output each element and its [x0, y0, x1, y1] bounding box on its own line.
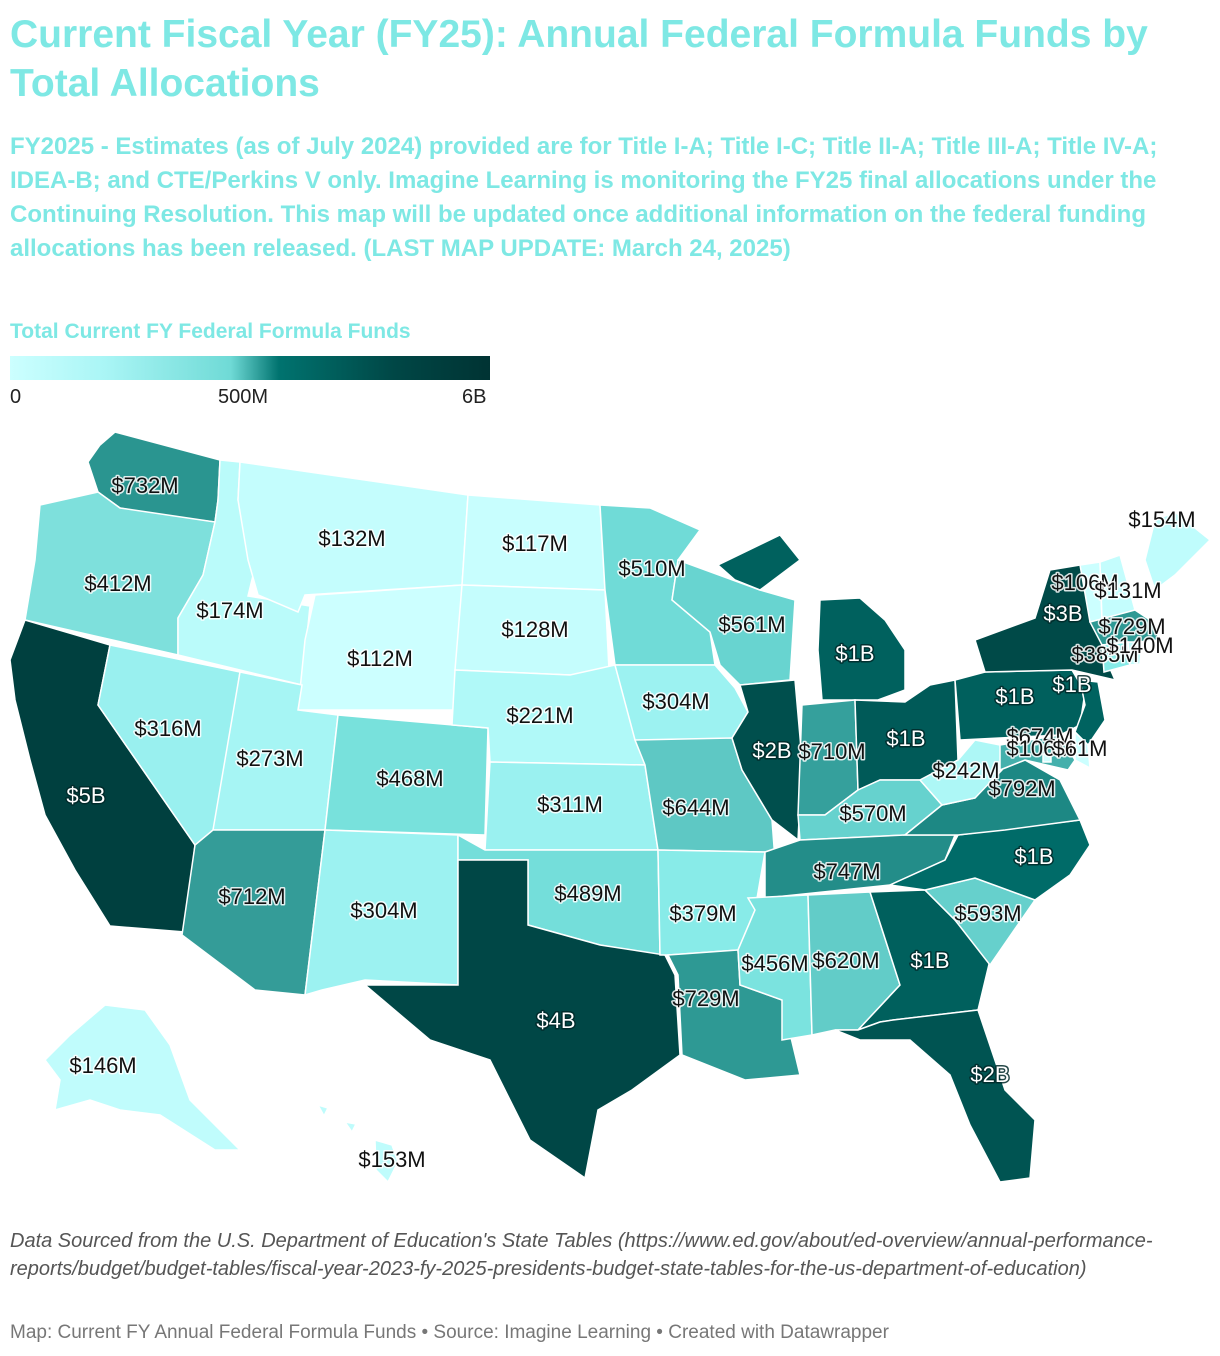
state-label-nj: $1B — [1052, 672, 1091, 697]
state-ak[interactable] — [44, 1004, 242, 1151]
state-label-or: $412M — [84, 571, 151, 596]
state-label-in: $710M — [798, 739, 865, 764]
state-label-tn: $747M — [813, 859, 880, 884]
state-label-ms: $456M — [741, 951, 808, 976]
state-az[interactable] — [181, 829, 326, 996]
state-label-vt: $106M — [1051, 570, 1118, 595]
state-label-ga: $1B — [910, 948, 949, 973]
state-label-ok: $489M — [554, 881, 621, 906]
state-label-mn: $510M — [618, 556, 685, 581]
map-title: Current Fiscal Year (FY25): Annual Feder… — [10, 13, 1148, 105]
state-label-wa: $732M — [111, 473, 178, 498]
legend-tick-max: 6B — [462, 386, 487, 408]
state-label-fl: $2B — [970, 1062, 1009, 1087]
state-il[interactable] — [731, 679, 803, 842]
state-label-nv: $316M — [134, 716, 201, 741]
us-choropleth-map: $732M $412M $5B $316M $174M $132M $112M $273M $7… — [9, 431, 1212, 1184]
data-source-note: Data Sourced from the U.S. Department of… — [10, 1230, 1153, 1280]
state-label-sd: $128M — [501, 617, 568, 642]
state-tx[interactable] — [362, 859, 681, 1180]
state-de[interactable] — [1074, 730, 1091, 770]
state-ma[interactable] — [1088, 609, 1162, 646]
state-dc[interactable] — [1042, 753, 1052, 763]
state-label-wv: $242M — [932, 758, 999, 783]
state-co[interactable] — [324, 714, 489, 836]
state-label-ca: $5B — [66, 783, 105, 808]
legend-tick-min: 0 — [10, 386, 22, 408]
state-fl[interactable] — [834, 1009, 1036, 1183]
state-label-ar: $379M — [669, 901, 736, 926]
state-label-ut: $273M — [236, 746, 303, 771]
state-label-al: $620M — [812, 948, 879, 973]
state-label-ak: $146M — [69, 1053, 136, 1078]
state-label-nm: $304M — [350, 898, 417, 923]
state-label-dc: $61M — [1052, 736, 1107, 761]
state-mi[interactable] — [716, 534, 906, 701]
state-label-ne: $221M — [506, 703, 573, 728]
state-label-id: $174M — [196, 598, 263, 623]
state-label-oh: $1B — [886, 726, 925, 751]
state-label-hi: $153M — [358, 1147, 425, 1172]
state-label-ct: $385M — [1071, 642, 1138, 667]
state-label-tx: $4B — [536, 1008, 575, 1033]
state-label-az: $712M — [218, 884, 285, 909]
state-label-md: $674M — [1006, 724, 1073, 749]
state-label-la: $729M — [672, 986, 739, 1011]
state-label-va: $792M — [988, 776, 1055, 801]
state-label-ky: $570M — [839, 801, 906, 826]
map-credit: Map: Current FY Annual Federal Formula F… — [10, 1322, 889, 1343]
state-label-ma: $729M — [1098, 614, 1165, 639]
state-label-de: $106M — [1006, 736, 1073, 761]
legend-color-scale — [10, 356, 490, 380]
state-label-nc: $1B — [1014, 844, 1053, 869]
state-label-ri: $140M — [1106, 633, 1173, 658]
state-ri[interactable] — [1127, 641, 1143, 666]
state-label-co: $468M — [376, 766, 443, 791]
state-me[interactable] — [1144, 511, 1212, 592]
state-label-wy: $112M — [347, 646, 413, 671]
state-label-sc: $593M — [954, 901, 1021, 926]
state-label-ia: $304M — [642, 689, 709, 714]
state-label-nd: $117M — [502, 531, 568, 556]
state-label-wi: $561M — [718, 612, 785, 637]
state-wy[interactable] — [297, 584, 463, 711]
state-label-nh: $131M — [1094, 578, 1161, 603]
state-md[interactable] — [999, 734, 1076, 772]
state-label-ks: $311M — [537, 792, 603, 817]
state-hi[interactable] — [316, 1103, 399, 1184]
legend-title: Total Current FY Federal Formula Funds — [10, 320, 411, 343]
state-label-pa: $1B — [995, 684, 1034, 709]
state-label-mt: $132M — [318, 526, 385, 551]
state-label-ny: $3B — [1043, 601, 1082, 626]
state-label-me: $154M — [1128, 507, 1195, 532]
legend-tick-mid: 500M — [218, 386, 269, 408]
map-subtitle: FY2025 - Estimates (as of July 2024) pro… — [10, 133, 1158, 262]
state-label-il: $2B — [752, 738, 791, 763]
state-label-mo: $644M — [662, 795, 729, 820]
state-label-mi: $1B — [835, 641, 874, 666]
